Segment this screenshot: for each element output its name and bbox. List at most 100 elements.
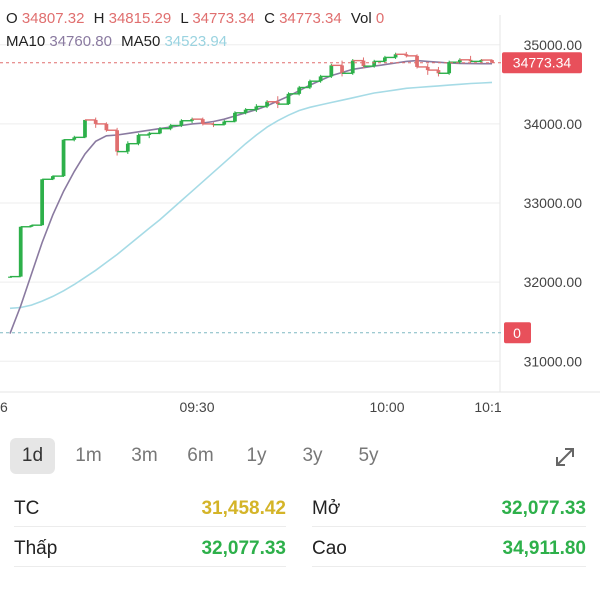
candle-body xyxy=(50,176,55,180)
tab-1m[interactable]: 1m xyxy=(75,445,102,466)
candle xyxy=(384,52,398,60)
tab-1y[interactable]: 1y xyxy=(246,445,267,466)
candle-body xyxy=(243,109,248,113)
candle-body xyxy=(61,139,66,177)
price-chart[interactable]: 35000.00 34000.00 33000.00 32000.00 31000.00… xyxy=(0,0,600,430)
ma10-line-layer xyxy=(9,59,492,334)
candle xyxy=(245,104,259,113)
ma50-value: 34523.94 xyxy=(164,33,228,50)
candle-body xyxy=(436,70,441,74)
candle xyxy=(406,54,419,69)
y-tick-label: 32000.00 xyxy=(524,274,583,290)
timeframe-tabs: 1d 1m 3m 6m 1y 3y 5y xyxy=(10,438,402,474)
candle-body xyxy=(340,65,344,74)
stat-row-low: Thấp 32,077.33 xyxy=(14,532,286,567)
reference-lines xyxy=(0,62,504,334)
candle-body xyxy=(286,93,291,105)
candle-body xyxy=(265,101,269,107)
ma10-value: 34760.80 xyxy=(49,33,112,50)
candle xyxy=(309,74,323,83)
candle xyxy=(438,60,452,75)
candle xyxy=(288,85,302,96)
volume-value: 0 xyxy=(375,10,385,27)
tab-3m[interactable]: 3m xyxy=(131,445,158,466)
stat-row-tc: TC 31,458.42 xyxy=(14,492,286,527)
low-key: L xyxy=(180,10,189,27)
tc-label: TC xyxy=(14,498,40,519)
candle-body xyxy=(350,60,355,74)
candle xyxy=(138,131,152,139)
candle-body xyxy=(383,57,387,62)
candle xyxy=(84,117,98,128)
tc-value: 31,458.42 xyxy=(201,498,286,519)
tab-3y[interactable]: 3y xyxy=(302,445,323,466)
candle-body xyxy=(190,119,194,121)
candle-body xyxy=(297,87,302,94)
open-stat-value: 32,077.33 xyxy=(501,498,586,519)
candle-body xyxy=(457,59,462,63)
candle xyxy=(417,63,430,75)
candle xyxy=(63,135,77,142)
candle-body xyxy=(29,225,34,227)
candle-body xyxy=(490,60,494,63)
low-value: 34773.34 xyxy=(192,10,255,27)
candle-body xyxy=(415,55,419,67)
candle-body xyxy=(83,119,87,138)
candle xyxy=(459,55,473,63)
candle xyxy=(234,108,248,115)
candle-body xyxy=(158,128,162,134)
candle xyxy=(363,59,377,68)
candle xyxy=(52,139,66,177)
y-tick-label: 35000.00 xyxy=(524,37,583,53)
ma-legend: MA10 34760.80 MA50 34523.94 xyxy=(6,33,227,50)
candle-body xyxy=(393,54,398,58)
open-key: O xyxy=(6,10,18,27)
candle-body xyxy=(222,121,227,125)
high-label: Cao xyxy=(312,538,347,559)
candle-body xyxy=(404,54,409,56)
candle-body xyxy=(18,226,23,277)
candle xyxy=(170,119,184,128)
stat-row-high: Cao 34,911.80 xyxy=(312,532,586,567)
ma10-line xyxy=(9,59,492,334)
price-tag-text: 34773.34 xyxy=(513,55,572,71)
candle-body xyxy=(168,125,173,129)
candle-body xyxy=(425,66,430,71)
candle xyxy=(42,175,55,181)
x-tick-label: 6 xyxy=(0,399,8,415)
volume-tag-text: 0 xyxy=(513,325,521,341)
candle xyxy=(320,63,334,79)
candle xyxy=(427,66,441,77)
stat-row-open: Mở 32,077.33 xyxy=(312,492,586,527)
expand-icon[interactable] xyxy=(552,444,578,470)
candle-body xyxy=(40,179,45,226)
candle-body xyxy=(468,59,473,62)
close-key: C xyxy=(264,10,275,27)
candle xyxy=(74,119,87,139)
candle xyxy=(267,96,280,109)
low-label: Thấp xyxy=(14,538,58,559)
candle-body xyxy=(233,112,237,122)
candle xyxy=(20,225,34,228)
candle-body xyxy=(125,143,130,152)
candle xyxy=(31,179,45,226)
x-axis: 6 09:30 10:00 10:1 xyxy=(0,399,502,415)
tab-1d[interactable]: 1d xyxy=(10,438,55,474)
ma50-key: MA50 xyxy=(121,33,161,50)
candle-body xyxy=(372,61,377,67)
volume-key: Vol xyxy=(350,10,372,27)
candle xyxy=(256,100,269,109)
high-stat-value: 34,911.80 xyxy=(502,538,586,559)
y-tick-label: 34000.00 xyxy=(524,116,583,132)
candle xyxy=(127,133,141,146)
candle xyxy=(342,59,355,75)
x-tick-label: 09:30 xyxy=(179,399,214,415)
tab-5y[interactable]: 5y xyxy=(358,445,379,466)
y-tick-label: 33000.00 xyxy=(524,195,583,211)
low-stat-value: 32,077.33 xyxy=(201,538,286,559)
x-tick-label: 10:1 xyxy=(474,399,501,415)
candle-body xyxy=(318,76,323,82)
candle-body xyxy=(104,123,109,131)
tab-6m[interactable]: 6m xyxy=(187,445,214,466)
candle xyxy=(395,51,409,58)
